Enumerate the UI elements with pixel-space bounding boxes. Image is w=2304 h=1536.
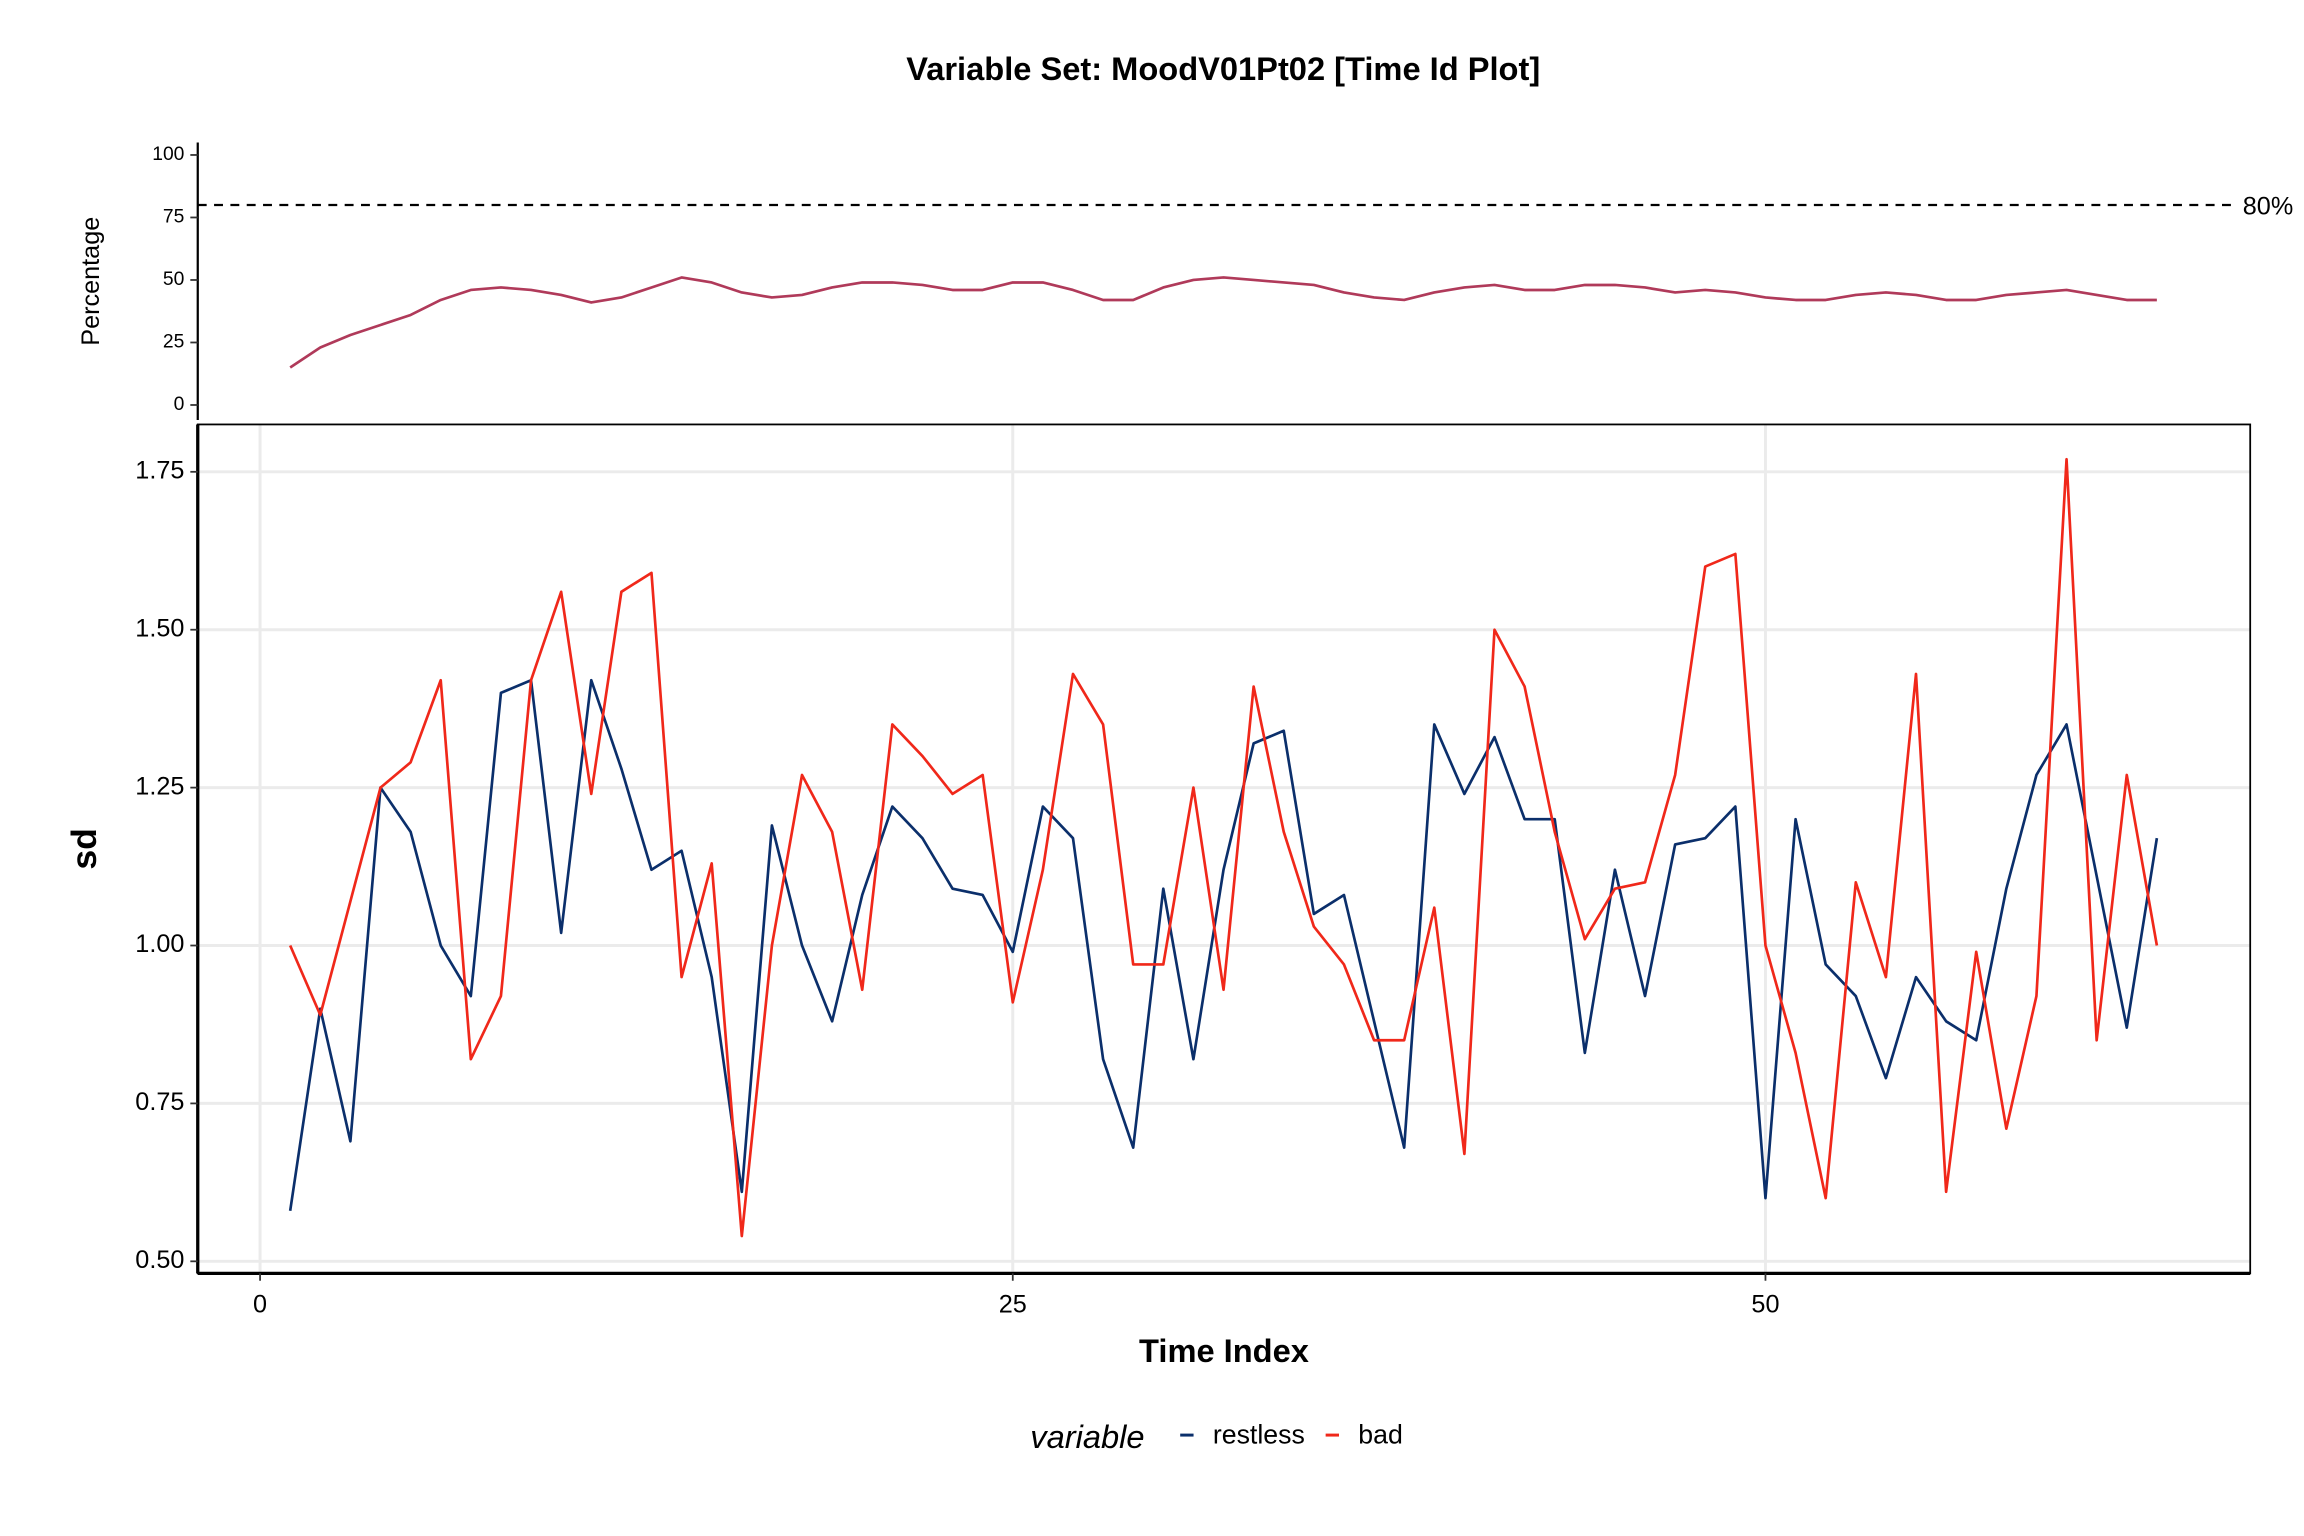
chart-title: Variable Set: MoodV01Pt02 [Time Id Plot] bbox=[906, 50, 1540, 87]
y-tick-label: 75 bbox=[163, 207, 184, 228]
y-axis-label: Percentage bbox=[77, 217, 105, 346]
legend-label: bad bbox=[1358, 1420, 1403, 1450]
x-tick-label: 25 bbox=[999, 1291, 1027, 1319]
x-tick-label: 50 bbox=[1751, 1291, 1779, 1319]
y-tick-label: 1.75 bbox=[135, 456, 184, 484]
legend-title: variable bbox=[1030, 1418, 1144, 1455]
y-tick-label: 0 bbox=[174, 394, 185, 415]
y-tick-label: 1.00 bbox=[135, 930, 184, 958]
y-tick-label: 0.50 bbox=[135, 1246, 184, 1274]
y-tick-label: 1.50 bbox=[135, 614, 184, 642]
y-tick-label: 0.75 bbox=[135, 1088, 184, 1116]
legend-label: restless bbox=[1213, 1420, 1305, 1450]
y-tick-label: 100 bbox=[152, 144, 184, 165]
y-axis-label: sd bbox=[64, 828, 104, 870]
y-tick-label: 50 bbox=[163, 269, 184, 290]
x-axis-label: Time Index bbox=[1139, 1332, 1309, 1369]
y-tick-label: 1.25 bbox=[135, 772, 184, 800]
x-tick-label: 0 bbox=[253, 1291, 267, 1319]
series-line bbox=[288, 457, 2159, 1238]
series-line bbox=[289, 276, 2157, 369]
y-tick-label: 25 bbox=[163, 332, 184, 353]
reference-label: 80% bbox=[2243, 193, 2293, 221]
